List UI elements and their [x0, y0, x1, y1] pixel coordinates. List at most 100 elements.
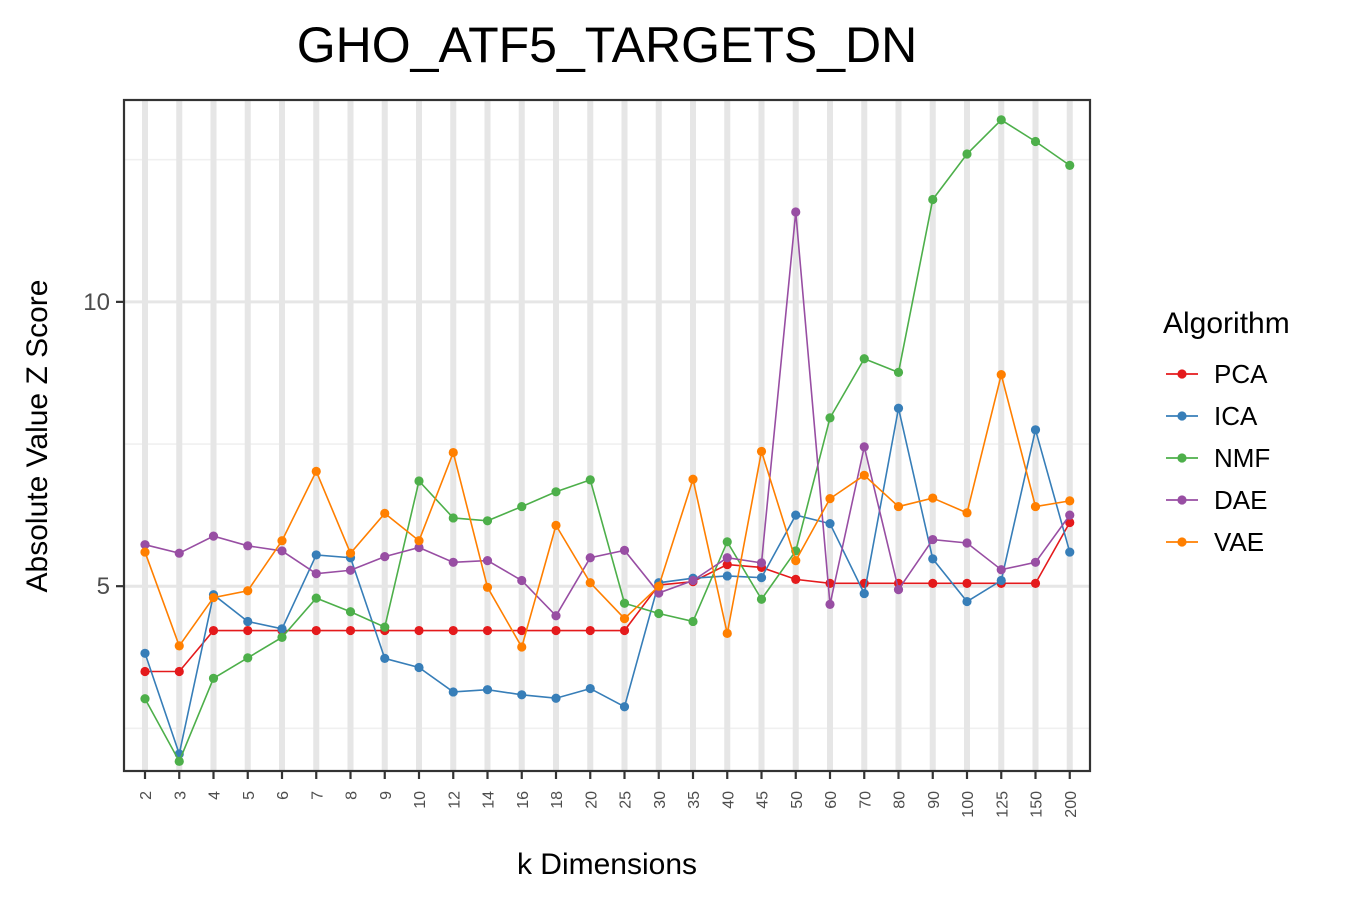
data-point	[1065, 510, 1075, 520]
series-line-ica	[144, 408, 1071, 757]
data-point	[825, 494, 835, 504]
y-tick-label: 5	[97, 573, 110, 600]
data-point	[962, 596, 972, 607]
series-line-pca	[145, 522, 1071, 673]
data-point	[380, 508, 390, 519]
legend-key-point	[1177, 537, 1187, 547]
data-point	[791, 207, 801, 217]
data-point	[482, 685, 493, 695]
data-point	[791, 510, 801, 520]
data-point	[585, 578, 595, 588]
data-point	[311, 625, 321, 636]
data-point	[551, 693, 561, 703]
data-point	[859, 470, 869, 480]
data-point	[722, 537, 732, 547]
x-tick-label: 18	[549, 791, 566, 809]
data-point	[277, 546, 287, 556]
data-point	[1065, 547, 1075, 557]
data-point	[277, 536, 287, 546]
data-point	[380, 622, 390, 632]
data-point	[585, 625, 595, 636]
data-point	[414, 662, 424, 673]
data-point	[928, 554, 938, 564]
data-point	[482, 625, 493, 636]
x-tick-label: 9	[378, 791, 395, 800]
data-point	[448, 625, 458, 636]
legend-label: VAE	[1214, 527, 1264, 557]
data-point	[859, 442, 869, 452]
data-point	[619, 598, 630, 608]
data-point	[140, 547, 150, 557]
legend-label: DAE	[1214, 485, 1267, 515]
data-point	[551, 520, 561, 530]
data-point	[482, 516, 493, 526]
x-tick-label: 60	[823, 791, 840, 809]
data-point	[962, 508, 972, 518]
x-tick-label: 40	[720, 791, 737, 809]
legend-item-nmf: NMF	[1166, 443, 1270, 473]
legend-key-point	[1177, 495, 1187, 505]
data-point	[928, 578, 938, 588]
legend-item-vae: VAE	[1166, 527, 1264, 557]
data-point	[654, 588, 664, 598]
data-point	[996, 565, 1006, 575]
series-line-dae	[144, 211, 1071, 618]
data-point	[654, 608, 664, 619]
data-point	[174, 548, 184, 558]
data-point	[585, 475, 595, 485]
data-point	[345, 625, 356, 636]
data-point	[243, 586, 253, 596]
data-point	[448, 557, 458, 567]
legend-key-point	[1177, 453, 1187, 463]
data-point	[928, 534, 938, 545]
legend-title: Algorithm	[1163, 307, 1290, 340]
x-tick-label: 2	[138, 791, 155, 800]
data-point	[1030, 578, 1041, 588]
series-ica	[140, 403, 1075, 759]
x-axis-title: k Dimensions	[517, 848, 697, 881]
data-point	[174, 666, 184, 677]
data-point	[551, 625, 561, 636]
data-point	[208, 625, 219, 636]
data-point	[448, 513, 458, 523]
series-line-nmf	[144, 118, 1071, 764]
data-point	[962, 578, 972, 588]
data-point	[825, 413, 835, 423]
data-point	[517, 625, 527, 636]
data-point	[208, 673, 219, 683]
data-point	[688, 474, 698, 484]
data-point	[551, 611, 561, 621]
data-point	[414, 625, 424, 636]
data-point	[174, 641, 184, 651]
data-point	[517, 690, 527, 700]
data-point	[208, 592, 219, 603]
legend-label: PCA	[1214, 359, 1268, 389]
data-point	[619, 625, 630, 636]
data-point	[277, 632, 287, 642]
data-point	[825, 599, 835, 609]
data-point	[277, 624, 287, 634]
data-point	[345, 548, 356, 558]
legend-key-point	[1177, 411, 1187, 421]
legend-item-ica: ICA	[1166, 401, 1258, 431]
data-point	[482, 556, 493, 566]
data-point	[928, 493, 938, 503]
data-point	[962, 538, 972, 548]
data-point	[996, 575, 1006, 586]
data-point	[311, 550, 321, 560]
x-axis: 2 3 4 5 6 7 8 9 10 12 14 16 18 20 25 30 35 40 45 50 60 70 80 90…	[138, 771, 1080, 818]
x-tick-label: 20	[583, 791, 600, 809]
data-point	[208, 531, 219, 541]
x-tick-label: 7	[309, 791, 326, 800]
data-point	[962, 149, 972, 159]
x-tick-label: 80	[892, 791, 909, 809]
data-point	[893, 367, 904, 377]
chart-title: GHO_ATF5_TARGETS_DN	[297, 17, 917, 73]
legend-label: NMF	[1214, 443, 1270, 473]
x-tick-label: 70	[857, 791, 874, 809]
data-point	[893, 585, 904, 595]
data-point	[619, 614, 630, 624]
grid	[124, 100, 1090, 771]
data-point	[311, 466, 321, 476]
